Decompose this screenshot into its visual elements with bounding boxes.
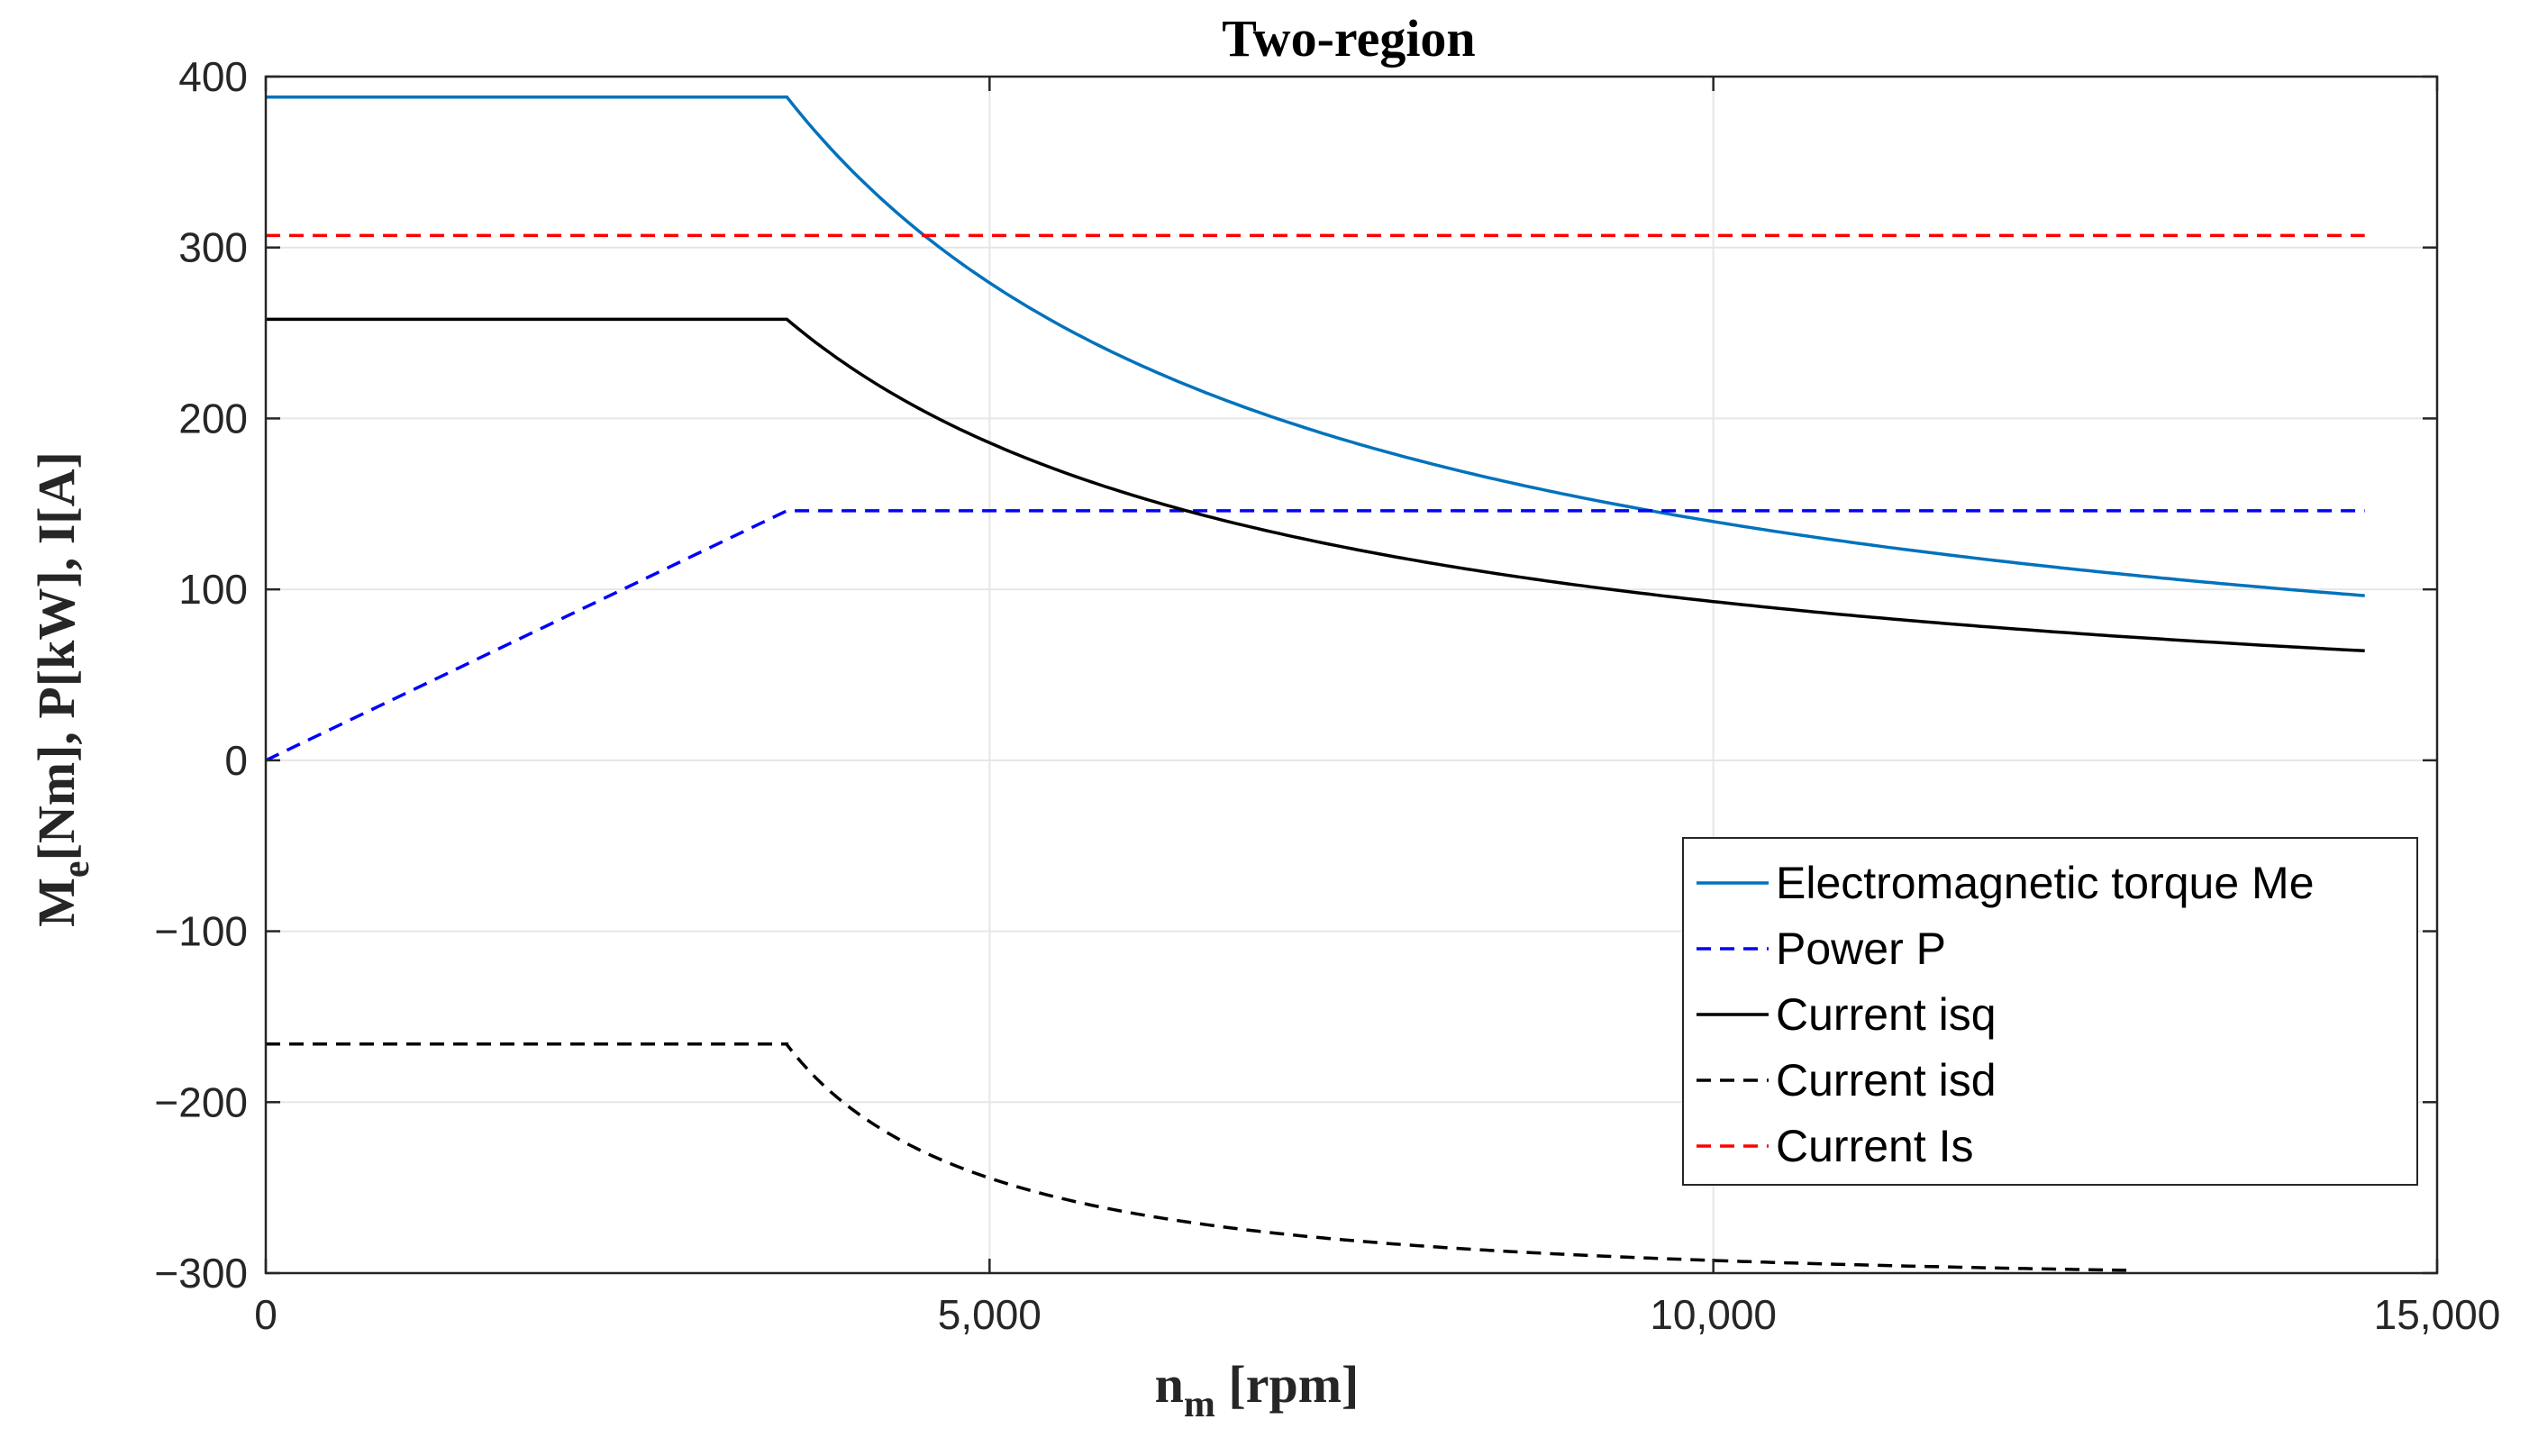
x-axis-label-sub: m: [1184, 1384, 1215, 1425]
legend-label: Power P: [1776, 924, 1946, 974]
y-axis-label: Me[Nm], P[kW], I[A]: [27, 451, 97, 927]
legend-label: Current isq: [1776, 989, 1997, 1040]
y-tick-label: −100: [154, 908, 248, 955]
plot-lines: [265, 96, 2365, 1272]
x-axis-label-rest: [rpm]: [1215, 1355, 1359, 1414]
series-line-4: [266, 1042, 2133, 1272]
series-line-1: [266, 96, 2365, 597]
y-tick-label: −300: [154, 1250, 248, 1297]
x-tick-label: 0: [254, 1291, 277, 1338]
y-tick-label: 300: [178, 224, 248, 271]
x-tick-label: 5,000: [938, 1291, 1042, 1338]
y-tick-label: 200: [178, 395, 248, 441]
y-axis-label-sub: e: [56, 860, 97, 878]
y-axis-label-main: M: [27, 878, 86, 927]
axes-box: [264, 75, 2439, 1275]
x-axis-label-main: n: [1155, 1355, 1184, 1414]
y-tick-label: −200: [154, 1078, 248, 1125]
series-line-3: [266, 317, 2365, 653]
chart-title: Two-region: [1222, 9, 1475, 68]
x-axis-label: nm [rpm]: [1155, 1355, 1360, 1425]
legend-label: Electromagnetic torque Me: [1776, 858, 2315, 908]
legend-label: Current Is: [1776, 1121, 1974, 1171]
series-line-2: [265, 509, 2365, 762]
y-tick-label: 0: [224, 737, 248, 784]
x-tick-label: 10,000: [1650, 1291, 1777, 1338]
y-axis-label-rest: [Nm], P[kW], I[A]: [27, 451, 86, 860]
legend: Electromagnetic torque Me Power P Current …: [1682, 837, 2418, 1186]
legend-label: Current isd: [1776, 1055, 1997, 1106]
legend-box: [1682, 837, 2418, 1186]
ticks: 0 5,000 10,000 15,000 −300 −200 −100 0 100 200 300…: [154, 53, 2500, 1338]
y-tick-label: 400: [178, 53, 248, 100]
x-tick-label: 15,000: [2374, 1291, 2501, 1338]
y-tick-label: 100: [178, 566, 248, 613]
